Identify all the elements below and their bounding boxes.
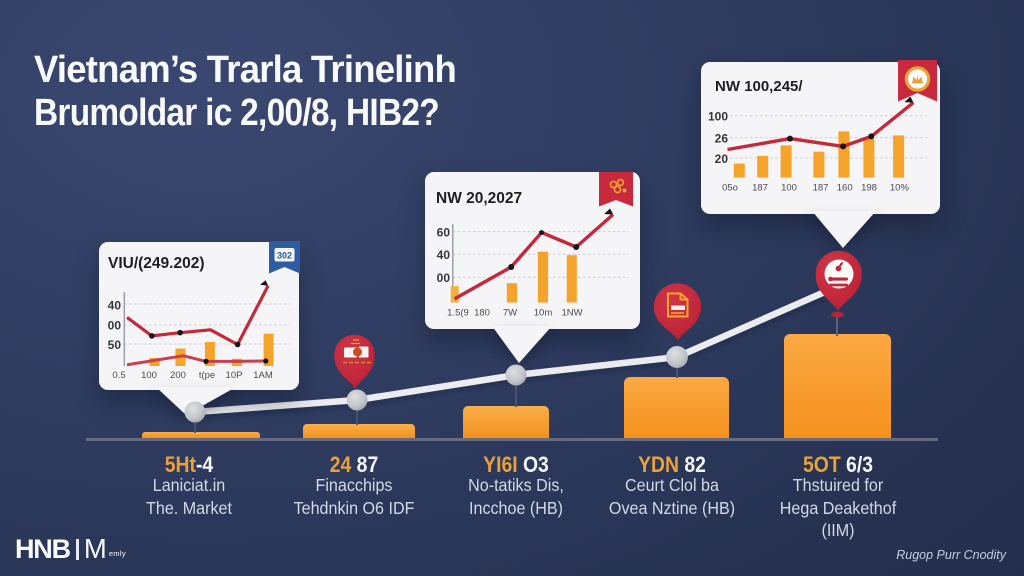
svg-text:20: 20 (715, 152, 729, 166)
svg-text:00: 00 (437, 271, 451, 285)
svg-text:NW 20,2027: NW 20,2027 (436, 190, 522, 207)
svg-text:60: 60 (437, 226, 451, 240)
svg-text:187: 187 (752, 183, 768, 194)
svg-text:1AM: 1AM (253, 370, 273, 381)
svg-text:302: 302 (277, 251, 292, 261)
svg-text:40: 40 (437, 248, 451, 262)
svg-text:1.5(9: 1.5(9 (447, 308, 469, 319)
svg-text:10%: 10% (890, 183, 910, 194)
svg-text:100: 100 (781, 183, 797, 194)
svg-text:7W: 7W (503, 308, 517, 319)
svg-text:00: 00 (108, 319, 122, 333)
svg-text:198: 198 (861, 183, 877, 194)
svg-text:0.5: 0.5 (112, 370, 125, 381)
svg-text:40: 40 (108, 299, 122, 313)
svg-text:1NW: 1NW (561, 308, 582, 319)
svg-text:160: 160 (837, 183, 853, 194)
svg-text:10P: 10P (226, 370, 243, 381)
svg-text:187: 187 (813, 183, 829, 194)
svg-text:26: 26 (715, 132, 729, 146)
svg-text:NW 100,245/: NW 100,245/ (715, 78, 803, 95)
svg-text:10m: 10m (534, 308, 553, 319)
svg-text:100: 100 (708, 110, 728, 124)
svg-text:05o: 05o (722, 183, 738, 194)
svg-text:180: 180 (474, 308, 490, 319)
svg-text:100: 100 (141, 370, 157, 381)
svg-text:50: 50 (108, 338, 122, 352)
svg-text:t(pe: t(pe (199, 370, 215, 381)
svg-text:200: 200 (170, 370, 186, 381)
svg-text:VIU/(249.202): VIU/(249.202) (108, 255, 205, 272)
